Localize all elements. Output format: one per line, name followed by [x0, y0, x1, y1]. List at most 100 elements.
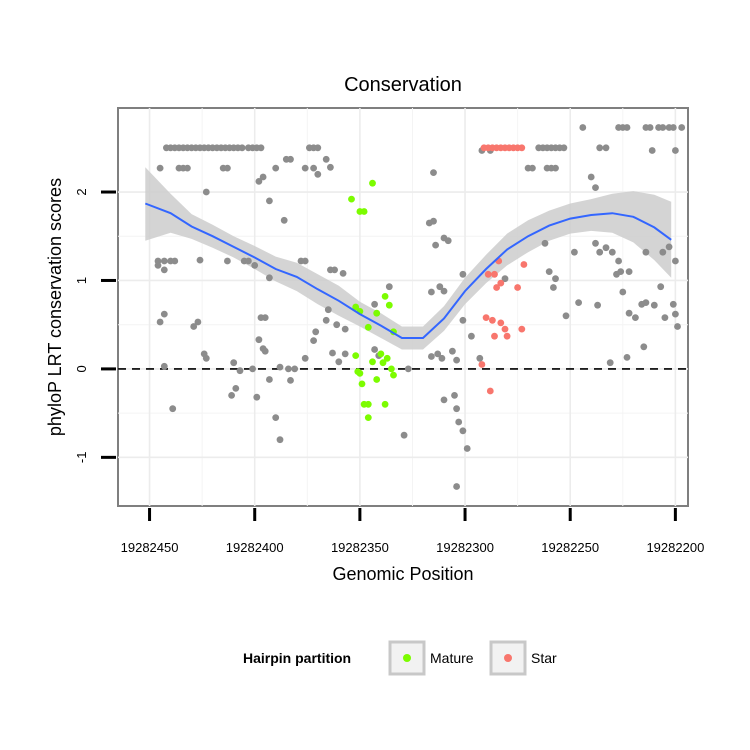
data-point-other [608, 248, 616, 256]
data-point-other [154, 262, 162, 269]
data-point-other [194, 318, 202, 326]
points-layer [154, 124, 686, 490]
data-point-star [484, 270, 492, 278]
legend-item-mature: Mature [388, 640, 474, 676]
data-point-other [287, 155, 294, 163]
data-point-other [594, 301, 601, 309]
y-tick-label: 0 [74, 365, 89, 372]
data-point-mature [369, 358, 376, 366]
data-point-other [160, 257, 168, 265]
data-point-other [672, 257, 679, 265]
data-point-other [440, 396, 448, 404]
data-point-other [468, 332, 475, 340]
data-point-other [623, 354, 631, 361]
data-point-other [266, 376, 273, 383]
data-point-other [285, 365, 292, 373]
data-point-other [280, 216, 288, 224]
data-point-other [310, 337, 317, 344]
data-point-other [272, 164, 280, 172]
data-point-other [266, 274, 273, 282]
data-point-mature [377, 350, 385, 358]
data-point-other [310, 164, 317, 172]
data-point-star [478, 361, 486, 368]
data-point-other [602, 144, 610, 152]
data-point-other [592, 184, 599, 192]
data-point-mature [348, 195, 355, 203]
data-point-other [575, 299, 582, 306]
x-tick-label: 19282300 [436, 540, 494, 555]
data-point-star [501, 325, 509, 333]
data-point-mature [381, 293, 389, 300]
data-point-other [529, 164, 536, 172]
data-point-mature [383, 354, 391, 362]
data-point-mature [352, 352, 360, 359]
data-point-other [232, 385, 240, 392]
data-point-other [230, 359, 238, 367]
data-point-other [459, 316, 467, 324]
data-point-other [606, 359, 614, 367]
data-point-other [341, 325, 349, 333]
data-point-other [261, 314, 269, 321]
data-point-mature [373, 309, 381, 317]
data-point-other [301, 257, 309, 265]
data-point-other [674, 323, 681, 330]
data-point-star [518, 325, 526, 333]
data-point-other [276, 363, 284, 371]
data-point-other [579, 124, 587, 131]
data-point-other [438, 354, 446, 362]
data-point-other [672, 147, 679, 154]
data-point-other [453, 356, 460, 364]
x-axis: 19282450 19282400 19282350 19282300 19282250… [121, 508, 704, 555]
data-point-other [669, 124, 677, 131]
data-point-other [301, 354, 309, 362]
data-point-other [312, 328, 320, 336]
data-point-other [327, 163, 334, 171]
data-point-other [678, 124, 686, 131]
data-point-other [249, 365, 256, 373]
data-point-other [169, 405, 177, 413]
data-point-other [625, 309, 633, 317]
data-point-other [453, 483, 460, 490]
y-tick-label: 1 [74, 277, 89, 284]
data-point-other [324, 306, 332, 314]
legend-dot-mature [403, 654, 411, 662]
data-point-other [672, 310, 679, 318]
data-point-other [562, 312, 570, 320]
data-point-mature [381, 400, 389, 408]
data-point-other [238, 144, 246, 152]
data-point-other [224, 164, 231, 172]
data-point-other [587, 173, 595, 181]
data-point-star [503, 332, 511, 340]
data-point-other [255, 336, 263, 344]
data-point-other [160, 310, 168, 318]
data-point-mature [364, 414, 372, 421]
data-point-other [236, 367, 244, 375]
data-point-other [301, 164, 309, 172]
x-tick-label: 19282350 [331, 540, 389, 555]
data-point-other [314, 170, 322, 178]
data-point-other [476, 354, 484, 362]
data-point-other [592, 239, 599, 247]
data-point-other [596, 248, 604, 256]
data-point-other [251, 262, 259, 269]
data-point-other [276, 436, 284, 444]
data-point-other [257, 144, 265, 152]
x-tick-label: 19282200 [646, 540, 704, 555]
data-point-other [428, 288, 435, 296]
data-point-other [659, 248, 667, 256]
data-point-other [550, 284, 557, 291]
data-point-other [541, 239, 549, 247]
data-point-star [491, 332, 498, 340]
data-point-other [434, 350, 442, 358]
data-point-other [335, 358, 343, 366]
data-point-other [184, 164, 191, 172]
data-point-other [404, 365, 412, 373]
data-point-other [665, 243, 673, 251]
data-point-other [615, 257, 622, 265]
smooth-fit-line [144, 202, 672, 339]
data-point-mature [354, 368, 362, 375]
data-point-other [642, 299, 650, 306]
data-point-other [459, 427, 467, 435]
data-point-mature [385, 301, 393, 309]
data-point-other [371, 300, 378, 308]
